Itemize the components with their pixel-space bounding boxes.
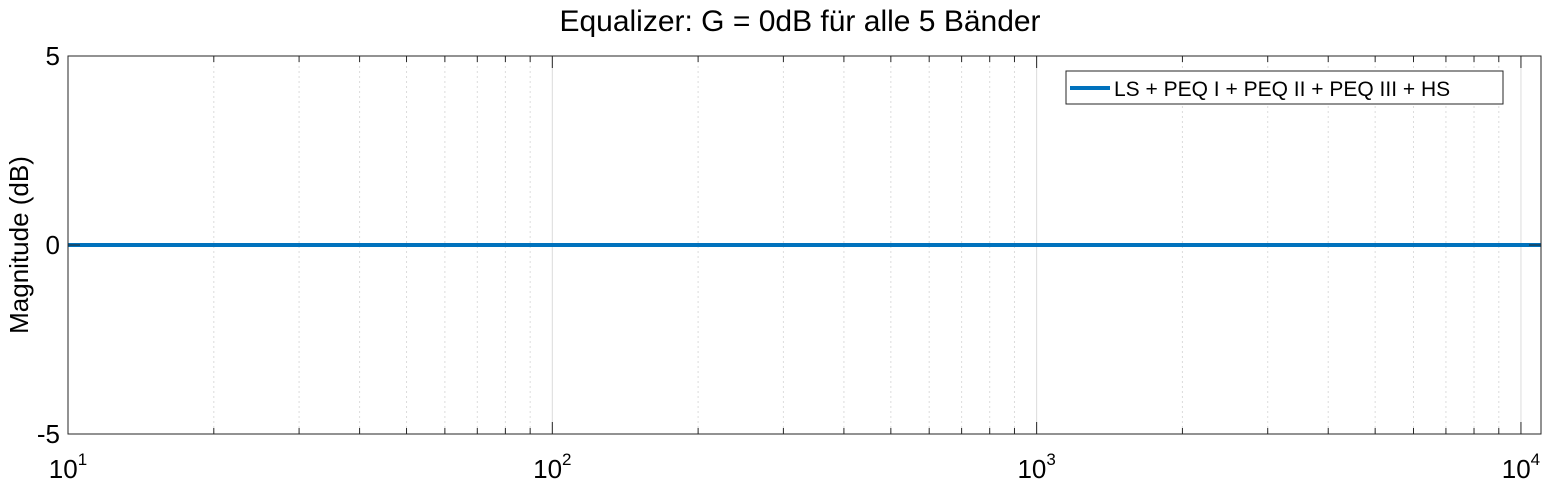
legend: LS + PEQ I + PEQ II + PEQ III + HS xyxy=(1065,70,1504,105)
x-tick-label-exponent: 1 xyxy=(78,450,87,469)
x-tick-label-exponent: 4 xyxy=(1531,450,1540,469)
y-tick-label: 0 xyxy=(46,230,60,260)
y-tick-label: 5 xyxy=(46,41,60,71)
x-tick-label: 102 xyxy=(533,450,571,484)
y-tick-label: -5 xyxy=(37,419,60,449)
legend-label: LS + PEQ I + PEQ II + PEQ III + HS xyxy=(1114,78,1450,101)
x-tick-label-exponent: 2 xyxy=(562,450,571,469)
x-tick-labels: 101 102 103 104 xyxy=(49,450,1540,484)
x-tick-label-base: 10 xyxy=(533,454,562,484)
axis-tick-marks xyxy=(68,55,1541,435)
x-tick-label-base: 10 xyxy=(1502,454,1531,484)
x-tick-label: 103 xyxy=(1017,450,1055,484)
x-tick-label: 101 xyxy=(49,450,87,484)
x-tick-label-base: 10 xyxy=(1017,454,1046,484)
x-tick-label-exponent: 3 xyxy=(1046,450,1055,469)
legend-box xyxy=(1065,70,1504,105)
chart-title: Equalizer: G = 0dB für alle 5 Bänder xyxy=(559,5,1040,38)
x-tick-label-base: 10 xyxy=(49,454,78,484)
y-tick-labels: -5 0 5 xyxy=(37,41,60,449)
x-tick-label: 104 xyxy=(1502,450,1540,484)
y-axis-label: Magnitude (dB) xyxy=(4,156,34,334)
